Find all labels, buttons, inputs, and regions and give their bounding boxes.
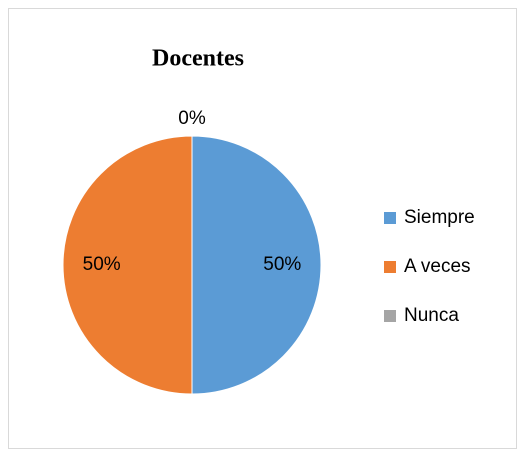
legend-label: A veces	[404, 256, 471, 277]
legend-label: Nunca	[404, 305, 459, 326]
pie-slice	[191, 135, 322, 395]
legend-swatch	[384, 261, 396, 273]
data-label: 50%	[83, 254, 121, 275]
data-label: 0%	[178, 108, 206, 129]
legend-swatch	[384, 310, 396, 322]
chart-title: Docentes	[152, 46, 244, 72]
pie-slice	[62, 135, 193, 395]
data-label: 50%	[263, 254, 301, 275]
legend-swatch	[384, 212, 396, 224]
legend-label: Siempre	[404, 207, 475, 228]
